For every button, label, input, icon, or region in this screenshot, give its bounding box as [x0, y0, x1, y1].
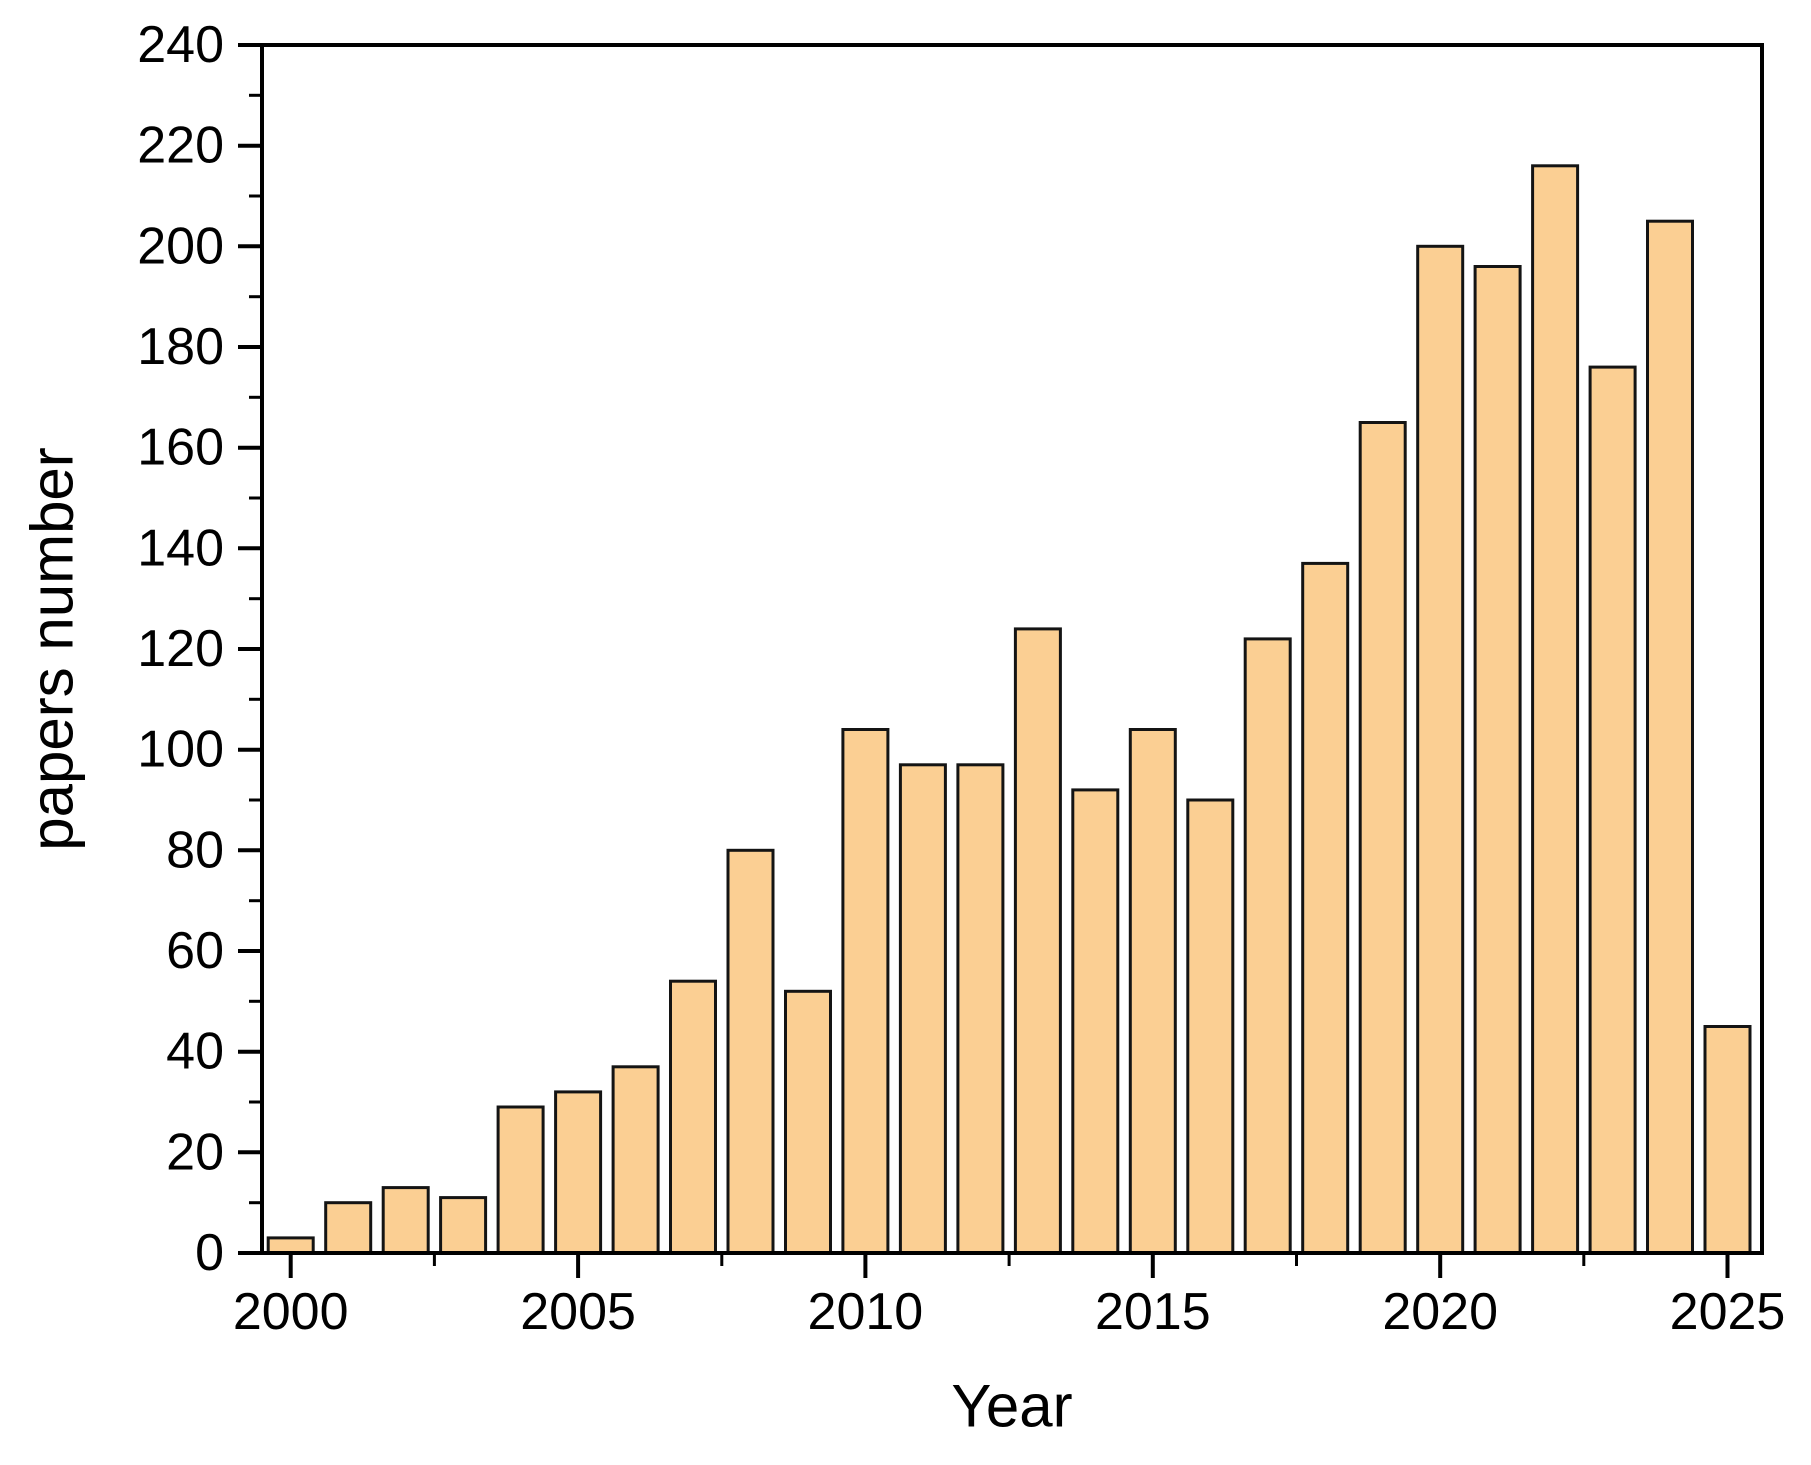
bar-2016: [1186, 798, 1235, 1255]
bar-2011: [898, 763, 947, 1255]
y-tick-label: 200: [137, 217, 224, 275]
bar-2009: [784, 989, 832, 1255]
x-tick-label: 2015: [1095, 1283, 1211, 1341]
bar-2008: [726, 848, 775, 1255]
bar-2006: [611, 1065, 660, 1255]
y-tick-label: 240: [137, 16, 224, 74]
bars-layer: [266, 164, 1752, 1255]
bar-2025: [1703, 1025, 1752, 1255]
x-tick-label: 2010: [808, 1283, 924, 1341]
x-tick-label: 2000: [233, 1283, 349, 1341]
bar-2004: [496, 1105, 545, 1255]
bar-2024: [1646, 219, 1694, 1255]
bar-2019: [1358, 421, 1407, 1255]
bar-2000: [266, 1236, 315, 1255]
y-tick-label: 120: [137, 620, 224, 678]
bar-2014: [1071, 788, 1120, 1255]
bar-2012: [956, 763, 1005, 1255]
bar-2020: [1416, 244, 1465, 1255]
bar-2022: [1531, 164, 1580, 1255]
y-axis-title: papers number: [19, 447, 86, 851]
x-tick-label: 2025: [1670, 1283, 1786, 1341]
y-tick-label: 220: [137, 117, 224, 175]
y-tick-label: 80: [166, 821, 224, 879]
y-tick-label: 20: [166, 1123, 224, 1181]
y-tick-label: 140: [137, 519, 224, 577]
bar-2010: [841, 728, 890, 1255]
x-tick-label: 2020: [1382, 1283, 1498, 1341]
y-tick-label: 0: [195, 1224, 224, 1282]
bar-2015: [1128, 728, 1177, 1255]
y-tick-label: 180: [137, 318, 224, 376]
y-tick-label: 160: [137, 419, 224, 477]
y-tick-label: 100: [137, 721, 224, 779]
bar-2003: [439, 1196, 488, 1255]
bar-2013: [1013, 627, 1062, 1255]
x-tick-label: 2005: [520, 1283, 636, 1341]
bar-2017: [1243, 637, 1292, 1255]
bar-2005: [554, 1090, 603, 1255]
axes-layer: 0 20 40 60 80 100 120 140 160 180 200 220 240 2000 200…: [137, 16, 1785, 1341]
bar-2023: [1588, 365, 1637, 1255]
bar-2021: [1473, 265, 1522, 1255]
y-tick-label: 40: [166, 1023, 224, 1081]
bar-2007: [669, 979, 717, 1255]
bar-2018: [1301, 561, 1350, 1255]
x-axis-title: Year: [951, 1373, 1072, 1440]
bar-2002: [381, 1186, 430, 1255]
y-tick-label: 60: [166, 922, 224, 980]
bar-2001: [324, 1201, 373, 1255]
